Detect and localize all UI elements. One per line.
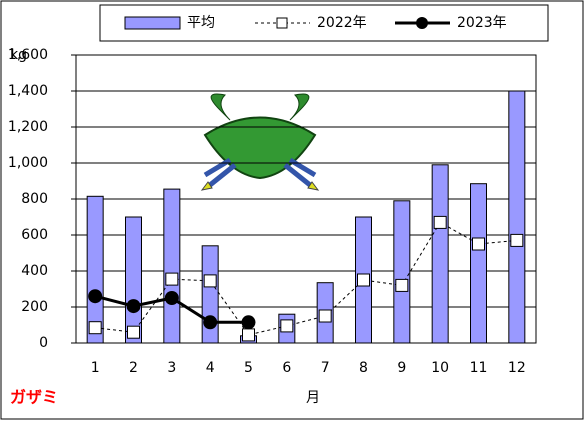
y-tick-label: 800 bbox=[21, 191, 48, 207]
crab-legs bbox=[203, 157, 317, 187]
x-tick-label: 12 bbox=[508, 360, 526, 376]
marker bbox=[241, 315, 256, 330]
marker bbox=[88, 289, 103, 304]
legend-label: 2023年 bbox=[457, 15, 507, 31]
x-tick-label: 9 bbox=[397, 360, 406, 376]
marker bbox=[280, 319, 294, 333]
y-tick-label: 1,400 bbox=[8, 83, 48, 99]
marker bbox=[165, 272, 179, 286]
bar bbox=[431, 164, 449, 344]
marker bbox=[164, 291, 179, 305]
marker bbox=[203, 274, 217, 288]
crab-claws bbox=[210, 93, 310, 121]
marker bbox=[395, 278, 409, 292]
legend-label: 2022年 bbox=[317, 15, 367, 31]
crab-feet bbox=[200, 181, 320, 191]
y-tick-label: 0 bbox=[39, 335, 48, 351]
marker bbox=[126, 299, 141, 314]
y-tick-label: 1,200 bbox=[8, 119, 48, 135]
x-tick-label: 1 bbox=[91, 360, 100, 376]
y-tick-label: 1,600 bbox=[8, 47, 48, 63]
marker bbox=[433, 215, 447, 229]
y-tick-label: 400 bbox=[21, 263, 48, 279]
x-tick-label: 8 bbox=[359, 360, 368, 376]
marker bbox=[242, 328, 255, 342]
bar bbox=[393, 200, 411, 344]
x-tick-label: 11 bbox=[470, 360, 488, 376]
legend-label: 平均 bbox=[187, 15, 215, 31]
y-axis-label: kg bbox=[10, 47, 27, 63]
legend: 平均 2022年 2023年 bbox=[124, 15, 507, 31]
y-tick-label: 1,000 bbox=[8, 155, 48, 171]
x-tick-label: 10 bbox=[431, 360, 449, 376]
bar bbox=[163, 188, 181, 344]
legend-swatch bbox=[416, 17, 428, 29]
x-tick-label: 5 bbox=[244, 360, 253, 376]
marker bbox=[357, 273, 370, 287]
x-axis-label: 月 bbox=[306, 390, 320, 406]
legend-swatch bbox=[276, 17, 288, 29]
x-tick-label: 7 bbox=[321, 360, 330, 376]
x-tick-label: 6 bbox=[282, 360, 291, 376]
marker bbox=[88, 321, 102, 335]
y-tick-label: 200 bbox=[21, 299, 48, 315]
marker bbox=[510, 233, 524, 247]
marker bbox=[472, 237, 485, 251]
species-label: ガザミ bbox=[10, 388, 58, 407]
marker bbox=[203, 315, 218, 330]
y-tick-label: 600 bbox=[21, 227, 48, 243]
bar bbox=[470, 183, 487, 344]
marker bbox=[127, 325, 140, 339]
x-tick-label: 3 bbox=[167, 360, 176, 376]
x-tick-label: 4 bbox=[206, 360, 215, 376]
legend-swatch bbox=[124, 16, 181, 30]
bar bbox=[86, 195, 104, 344]
bar bbox=[508, 90, 526, 344]
x-tick-label: 2 bbox=[129, 360, 138, 376]
marker bbox=[318, 309, 332, 323]
